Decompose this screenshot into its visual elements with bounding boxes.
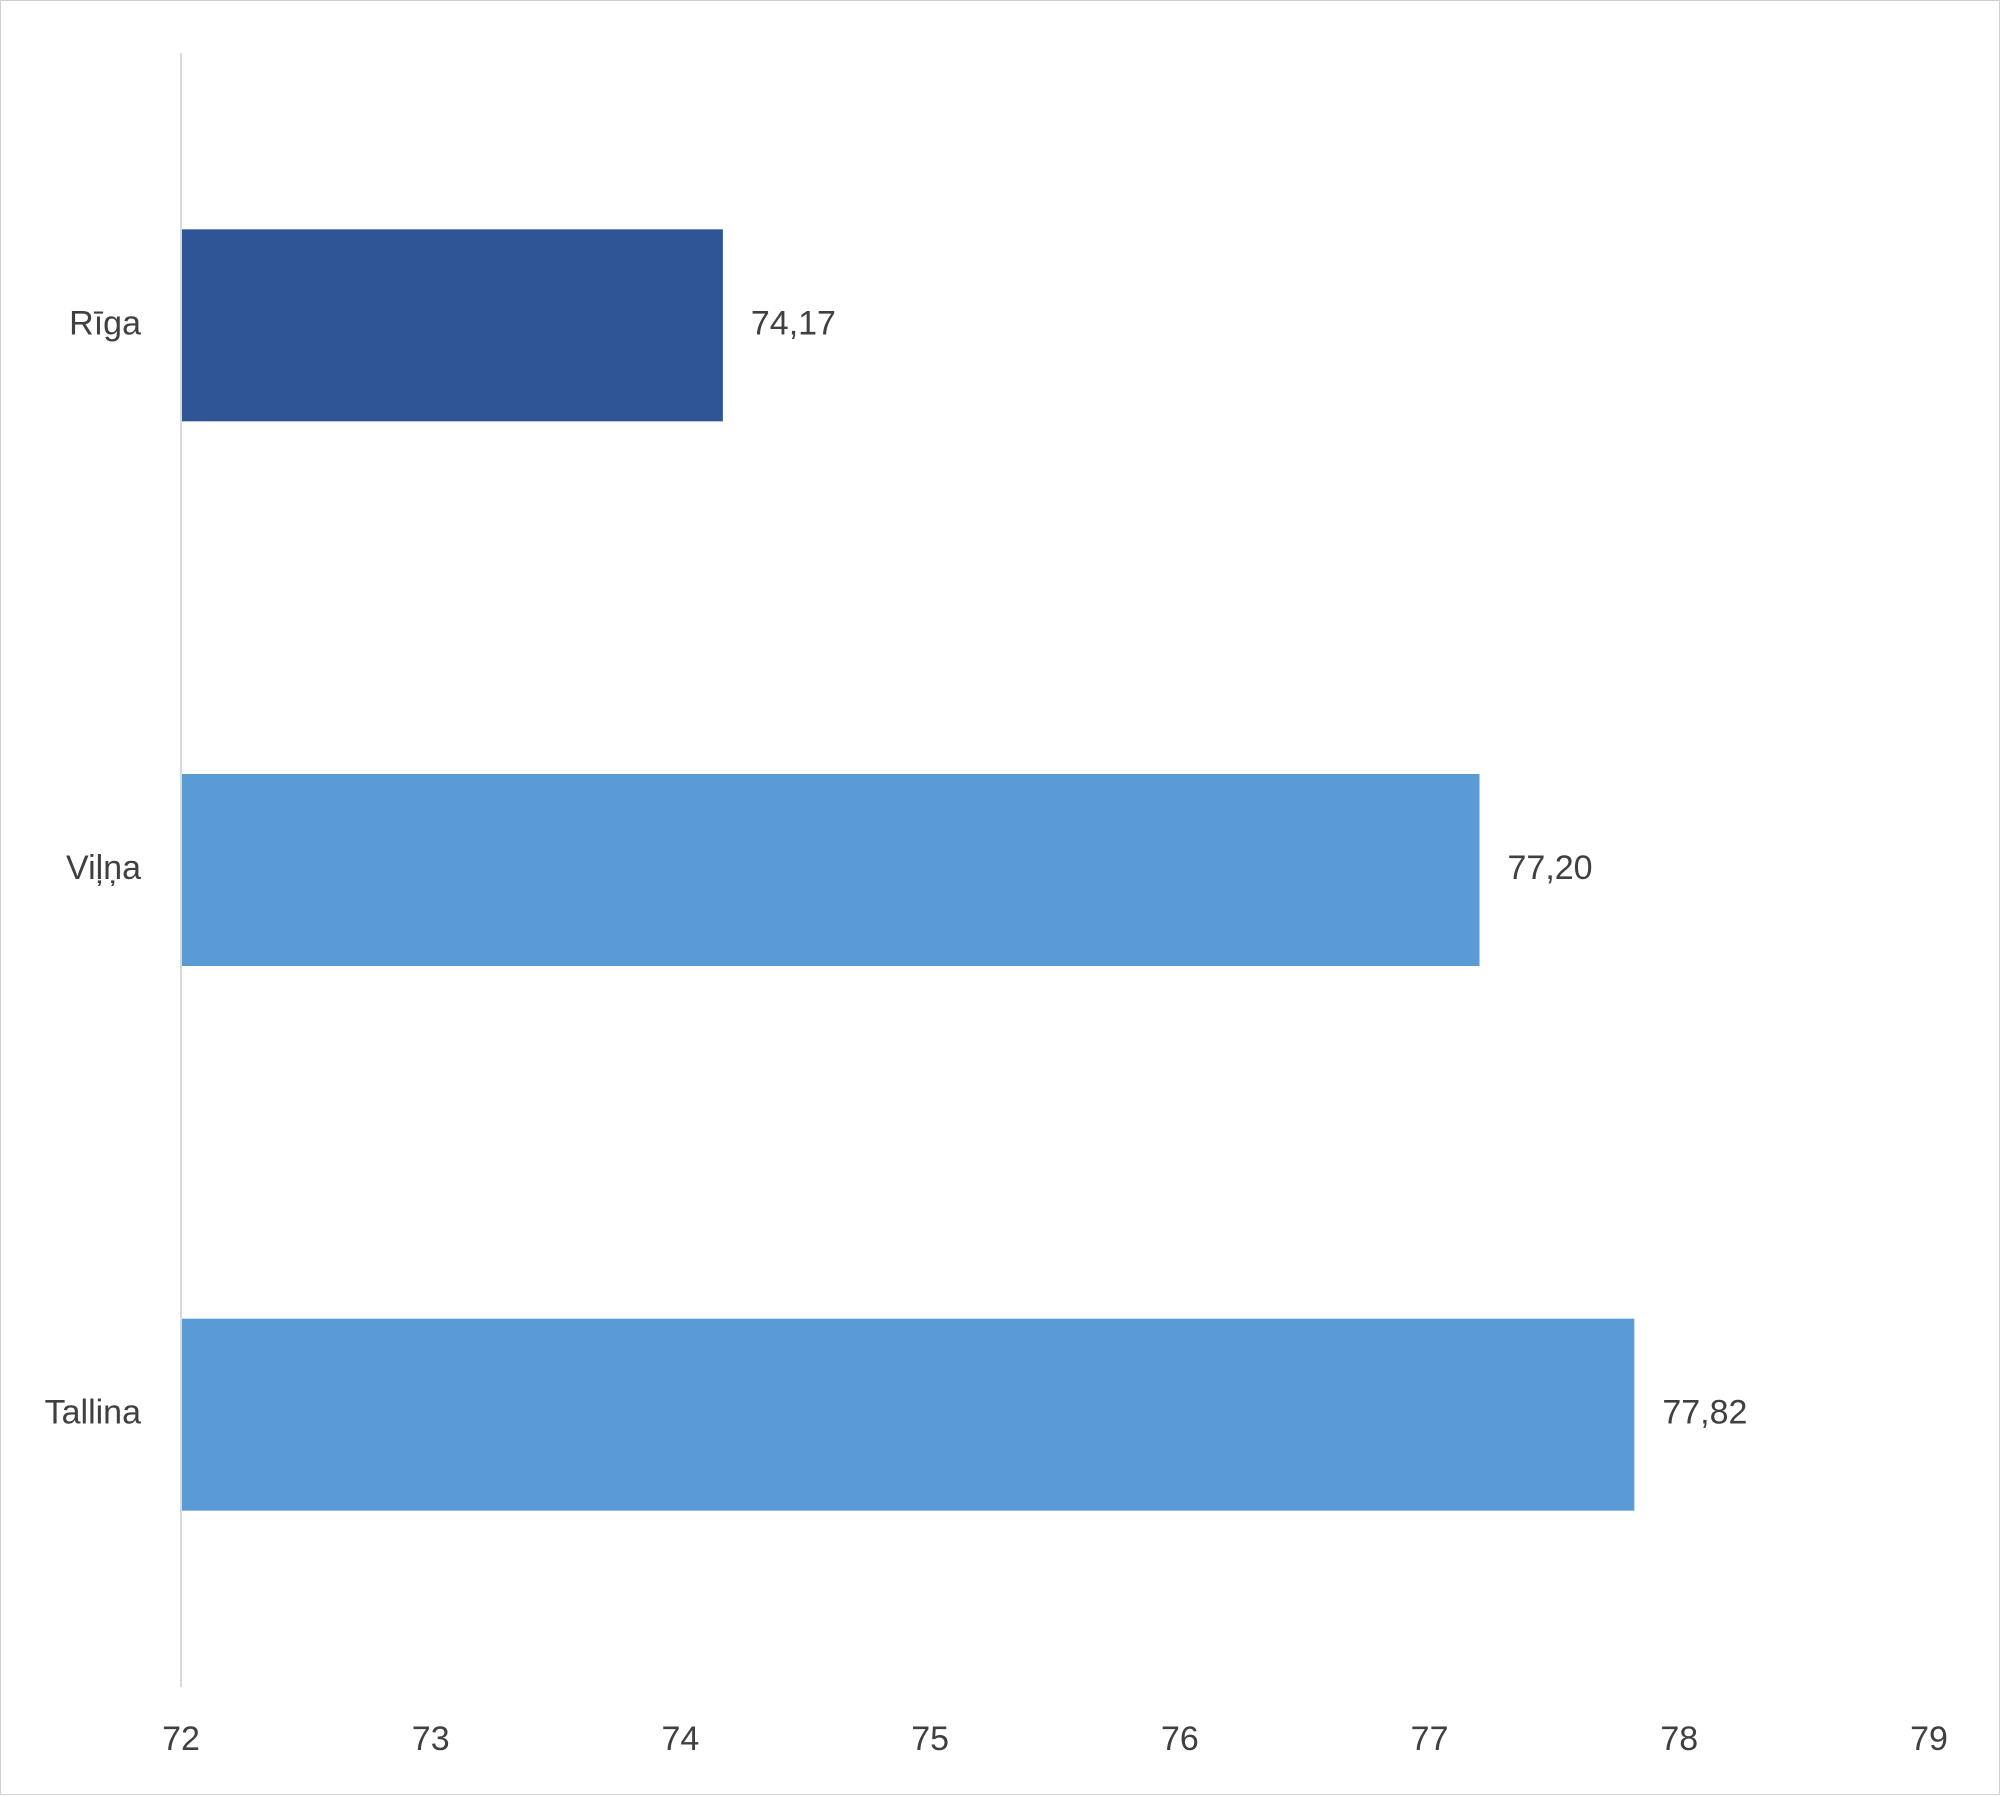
labels-layer: Rīga 74,17 Viļņa 77,20 Tallina 77,82 — [45, 304, 1748, 1431]
data-label: 77,20 — [1508, 849, 1593, 887]
x-tick-label: 76 — [1161, 1720, 1199, 1758]
x-tick-label: 78 — [1660, 1720, 1698, 1758]
x-tick-label: 72 — [162, 1720, 200, 1758]
x-tick-label: 79 — [1910, 1720, 1948, 1758]
x-tick-label: 74 — [662, 1720, 700, 1758]
x-tick-label: 77 — [1411, 1720, 1449, 1758]
x-tick-label: 75 — [911, 1720, 949, 1758]
category-label: Viļņa — [66, 849, 141, 887]
bar-2 — [182, 774, 1480, 966]
bar-3 — [182, 1318, 1635, 1511]
category-label: Tallina — [45, 1394, 141, 1432]
x-tick-label: 73 — [412, 1720, 450, 1758]
bar-1 — [182, 229, 723, 422]
data-label: 74,17 — [751, 304, 836, 342]
bars-layer — [182, 229, 1635, 1511]
category-label: Rīga — [69, 304, 141, 342]
data-label: 77,82 — [1662, 1394, 1747, 1432]
x-axis-ticks: 72 73 74 75 76 77 78 79 — [162, 1720, 1948, 1758]
